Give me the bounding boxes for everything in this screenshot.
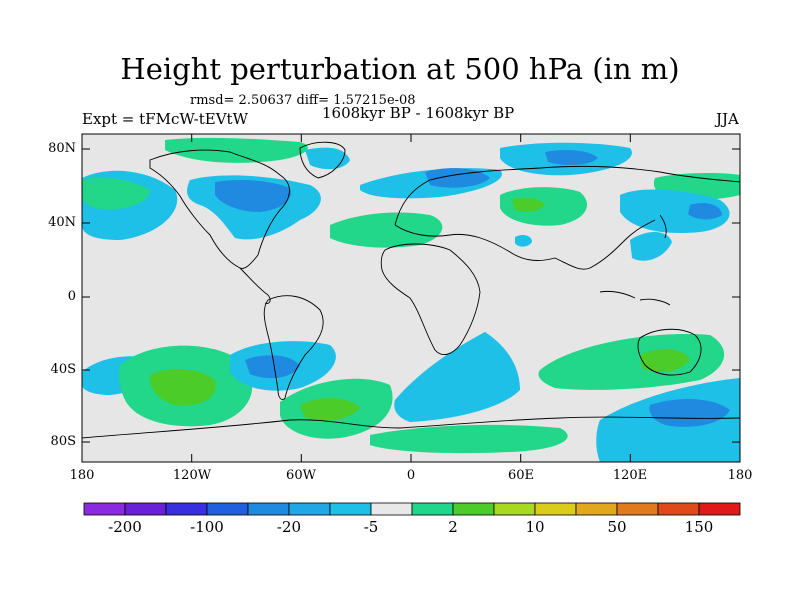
lon-label-120e: 120E — [612, 468, 648, 483]
colorbar-swatch — [616, 502, 659, 516]
stats-label: rmsd= 2.50637 diff= 1.57215e-08 — [190, 93, 416, 108]
lon-label-60w: 60W — [286, 468, 316, 483]
colorbar-swatch — [247, 502, 290, 516]
lat-label-80n: 80N — [48, 141, 76, 156]
colorbar-swatch — [370, 502, 413, 516]
anomaly-region — [688, 203, 722, 220]
coast-north-america — [149, 149, 290, 269]
anomaly-region — [370, 424, 568, 454]
coast-australia — [637, 328, 702, 376]
colorbar-swatch — [452, 502, 495, 516]
colorbar-swatch — [493, 502, 536, 516]
anomaly-region — [215, 180, 291, 212]
anomaly-region — [149, 368, 216, 406]
anomaly-region — [515, 234, 532, 247]
coast-greenland — [299, 141, 346, 179]
colorbar-label: -5 — [363, 518, 379, 536]
colorbar-swatch — [124, 502, 167, 516]
colorbar-label: -100 — [190, 518, 224, 536]
lon-label-120w: 120W — [172, 468, 212, 483]
anomaly-region — [425, 168, 490, 188]
coast-antarctica — [82, 416, 740, 439]
lon-label-180e: 180 — [727, 468, 753, 483]
anomaly-region — [545, 150, 598, 166]
lat-label-40s: 40S — [50, 362, 76, 377]
colorbar-label: 150 — [684, 518, 714, 536]
coast-central-america — [239, 267, 271, 304]
lat-label-40n: 40N — [48, 215, 76, 230]
coast-indonesia — [599, 290, 671, 306]
colorbar-swatch — [206, 502, 249, 516]
lon-label-180w: 180 — [69, 468, 95, 483]
colorbar-swatch — [83, 502, 126, 516]
period-label: 1608kyr BP - 1608kyr BP — [322, 104, 515, 122]
anomaly-region — [640, 348, 690, 373]
anomaly-region — [245, 355, 300, 379]
colorbar-swatch — [329, 502, 372, 516]
colorbar-label: 10 — [525, 518, 545, 536]
lat-label-80s: 80S — [50, 434, 76, 449]
colorbar-label: 2 — [448, 518, 458, 536]
coast-japan — [659, 214, 667, 239]
colorbar-swatch — [657, 502, 700, 516]
anomaly-region — [165, 137, 308, 163]
colorbar-swatch — [698, 502, 741, 516]
anomaly-region — [330, 212, 443, 248]
lon-axis-ticks — [81, 134, 741, 462]
colorbar-label: -20 — [276, 518, 302, 536]
anomaly-region — [538, 334, 725, 390]
anomaly-region — [394, 332, 520, 422]
anomaly-region — [620, 189, 730, 234]
anomaly-region — [512, 197, 545, 212]
experiment-label: Expt = tFMcW-tEVtW — [82, 110, 248, 128]
map-title: Height perturbation at 500 hPa (in m) — [120, 52, 680, 86]
colorbar-label: -200 — [108, 518, 142, 536]
anomaly-region — [82, 177, 150, 210]
lat-axis-ticks — [82, 148, 740, 443]
anomaly-region — [305, 147, 350, 170]
lon-label-0: 0 — [406, 468, 416, 483]
season-label: JJA — [716, 110, 739, 128]
lat-label-0: 0 — [67, 289, 76, 304]
lon-label-60e: 60E — [507, 468, 535, 483]
colorbar-label: 50 — [607, 518, 627, 536]
coast-eurasia — [394, 165, 740, 270]
colorbar-swatch — [534, 502, 577, 516]
colorbar-swatch — [165, 502, 208, 516]
colorbar-swatch — [288, 502, 331, 516]
anomaly-region — [649, 398, 730, 427]
colorbar-swatch — [575, 502, 618, 516]
anomaly-region — [300, 398, 360, 421]
anomaly-region — [630, 231, 672, 261]
colorbar-swatch — [411, 502, 454, 516]
coast-south-america — [263, 295, 324, 401]
coast-africa — [380, 243, 481, 356]
